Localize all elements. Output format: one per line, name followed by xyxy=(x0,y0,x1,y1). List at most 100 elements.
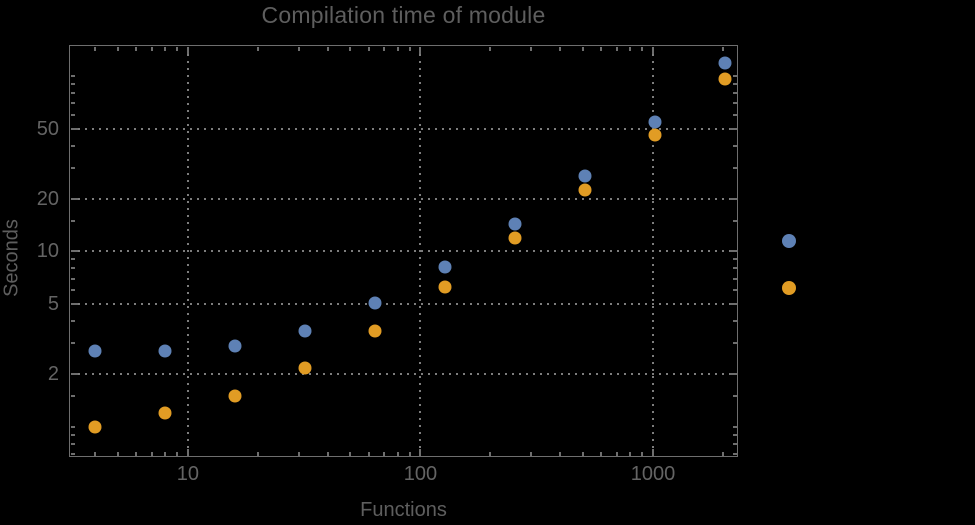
y-minor-tick xyxy=(70,219,75,222)
data-point-orange-series xyxy=(88,420,102,434)
x-minor-tick xyxy=(722,451,724,456)
y-gridline xyxy=(71,372,736,375)
x-minor-tick xyxy=(530,46,533,51)
y-minor-tick xyxy=(70,102,75,105)
y-minor-tick xyxy=(70,320,75,323)
x-major-tick xyxy=(652,448,654,456)
x-major-tick xyxy=(652,46,654,54)
y-major-tick xyxy=(70,128,78,131)
y-minor-tick xyxy=(732,92,737,95)
y-minor-tick xyxy=(70,277,75,280)
y-minor-tick xyxy=(70,394,75,397)
x-minor-tick xyxy=(489,451,492,456)
data-point-blue-series xyxy=(508,217,522,231)
data-point-orange-series xyxy=(578,183,592,197)
y-minor-tick xyxy=(70,452,75,455)
x-minor-tick xyxy=(176,451,179,456)
x-minor-tick xyxy=(600,46,603,51)
x-minor-tick xyxy=(116,451,119,456)
data-point-blue-series xyxy=(578,169,592,183)
y-tick-label: 50 xyxy=(36,118,59,141)
y-minor-tick xyxy=(732,320,737,323)
y-minor-tick xyxy=(732,452,737,455)
x-minor-tick xyxy=(326,451,329,456)
x-major-tick xyxy=(186,448,189,456)
x-minor-tick xyxy=(135,451,138,456)
x-minor-tick xyxy=(176,46,179,51)
y-minor-tick xyxy=(732,258,737,261)
data-point-orange-series xyxy=(718,72,732,86)
x-minor-tick xyxy=(408,451,411,456)
y-minor-tick xyxy=(732,433,737,436)
y-minor-tick xyxy=(732,267,737,270)
y-minor-tick xyxy=(70,145,75,148)
x-minor-tick xyxy=(722,46,724,51)
y-major-tick xyxy=(70,303,78,306)
x-minor-tick xyxy=(396,451,399,456)
data-point-blue-series xyxy=(648,115,662,129)
x-minor-tick xyxy=(641,46,644,51)
y-minor-tick xyxy=(732,442,737,445)
x-minor-tick xyxy=(256,46,259,51)
y-major-tick xyxy=(70,372,78,375)
y-major-tick xyxy=(729,197,737,200)
y-major-tick xyxy=(729,303,737,306)
plot-frame xyxy=(69,45,738,457)
y-tick-label: 2 xyxy=(47,362,59,385)
data-point-orange-series xyxy=(438,280,452,294)
x-minor-tick xyxy=(297,46,300,51)
x-minor-tick xyxy=(489,46,492,51)
x-minor-tick xyxy=(559,46,562,51)
y-minor-tick xyxy=(70,114,75,117)
y-major-tick xyxy=(70,250,78,253)
y-major-tick xyxy=(70,197,78,200)
x-minor-tick xyxy=(582,46,584,51)
data-point-blue-series xyxy=(718,56,732,70)
y-minor-tick xyxy=(732,425,737,428)
x-minor-tick xyxy=(164,451,167,456)
y-major-tick xyxy=(729,128,737,131)
data-point-orange-series xyxy=(298,361,312,375)
y-minor-tick xyxy=(70,92,75,95)
x-minor-tick xyxy=(150,46,153,51)
y-major-tick xyxy=(729,250,737,253)
x-minor-tick xyxy=(615,451,618,456)
x-minor-tick xyxy=(297,451,300,456)
x-minor-tick xyxy=(559,451,562,456)
x-minor-tick xyxy=(396,46,399,51)
data-point-orange-series xyxy=(368,324,382,338)
y-minor-tick xyxy=(70,83,75,86)
y-minor-tick xyxy=(70,267,75,270)
data-point-orange-series xyxy=(158,406,172,420)
x-major-tick xyxy=(186,46,189,54)
legend-marker-blue-series xyxy=(782,234,796,248)
y-minor-tick xyxy=(732,102,737,105)
y-minor-tick xyxy=(70,442,75,445)
data-point-orange-series xyxy=(228,389,242,403)
x-minor-tick xyxy=(408,46,411,51)
y-minor-tick xyxy=(732,166,737,169)
x-axis-label: Functions xyxy=(360,499,447,521)
y-minor-tick xyxy=(70,425,75,428)
y-gridline xyxy=(71,197,736,200)
data-point-blue-series xyxy=(298,324,312,338)
y-minor-tick xyxy=(70,289,75,292)
chart-title: Compilation time of module xyxy=(261,2,546,28)
y-minor-tick xyxy=(70,258,75,261)
x-minor-tick xyxy=(600,451,603,456)
data-point-orange-series xyxy=(648,128,662,142)
x-tick-label: 100 xyxy=(403,463,438,485)
y-minor-tick xyxy=(732,114,737,117)
y-minor-tick xyxy=(732,219,737,222)
x-minor-tick xyxy=(629,451,632,456)
y-axis-label: Seconds xyxy=(0,219,23,297)
y-minor-tick xyxy=(732,75,737,78)
x-minor-tick xyxy=(94,451,97,456)
x-minor-tick xyxy=(530,451,533,456)
x-minor-tick xyxy=(164,46,167,51)
y-gridline xyxy=(71,303,736,306)
y-minor-tick xyxy=(70,75,75,78)
x-minor-tick xyxy=(615,46,618,51)
x-tick-label: 1000 xyxy=(630,463,676,485)
